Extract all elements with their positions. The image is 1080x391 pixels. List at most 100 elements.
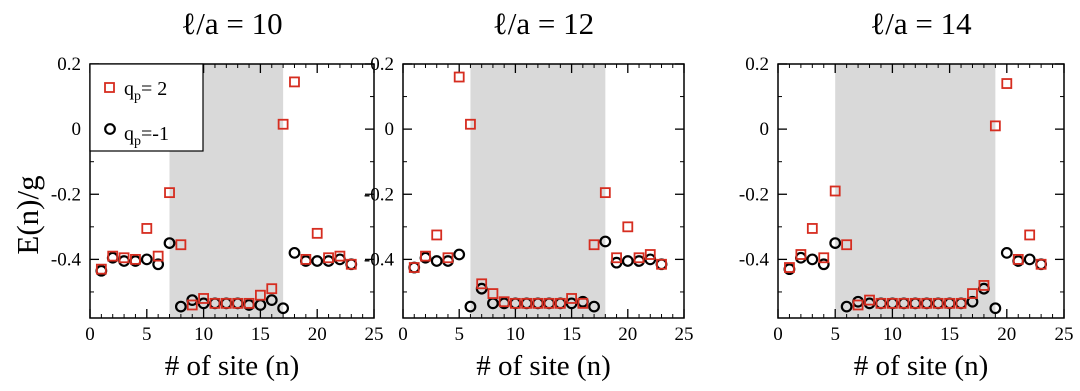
data-point-square xyxy=(487,288,499,299)
legend-label-subscript: p xyxy=(134,89,141,104)
data-point-square xyxy=(577,297,589,309)
y-tick-label: -0.4 xyxy=(364,249,395,270)
data-point-square xyxy=(186,299,198,311)
x-tick-label: 10 xyxy=(883,324,902,345)
legend-label-suffix: = 2 xyxy=(141,78,167,100)
panel-title: ℓ/a = 12 xyxy=(493,6,594,41)
panel-2: 0 5 10 15 20 25 0.2 0 -0.2 -0.4 ℓ/a = 12 # of site … xyxy=(364,6,694,382)
data-point-circle xyxy=(840,300,853,313)
data-point-circle xyxy=(464,300,477,313)
data-point-square xyxy=(989,120,1001,132)
legend-label-2: qp=-1 xyxy=(124,123,169,149)
data-point-circle xyxy=(322,255,335,267)
x-tick-label: 15 xyxy=(251,324,270,345)
x-tick-label: 5 xyxy=(830,324,840,345)
data-point-circle xyxy=(806,253,819,266)
data-point-square xyxy=(152,250,164,262)
data-point-square xyxy=(141,223,153,234)
y-tick-label: 0 xyxy=(760,119,770,140)
data-point-square xyxy=(220,297,232,309)
data-point-circle xyxy=(140,253,153,266)
data-point-square xyxy=(266,283,278,295)
data-point-square xyxy=(554,297,566,309)
data-point-square xyxy=(932,297,944,309)
data-point-square xyxy=(130,253,141,265)
x-tick-label: 0 xyxy=(85,324,95,345)
data-point-circle xyxy=(599,235,612,248)
data-point-square xyxy=(532,297,544,309)
y-tick-label: -0.2 xyxy=(51,184,81,205)
legend-marker-square xyxy=(104,82,115,93)
data-point-circle xyxy=(966,295,979,308)
data-point-circle xyxy=(655,258,668,271)
panel-title: ℓ/a = 10 xyxy=(181,6,282,41)
x-tick-label: 5 xyxy=(142,324,152,345)
data-point-square xyxy=(442,252,454,264)
legend-label-base: q xyxy=(124,78,134,100)
y-tick-label: 0.2 xyxy=(745,54,769,75)
x-tick-label: 25 xyxy=(1055,324,1074,345)
y-tick-label: -0.2 xyxy=(364,184,394,205)
x-tick-label: 20 xyxy=(618,324,637,345)
x-tick-label: 20 xyxy=(997,324,1016,345)
data-point-square xyxy=(198,293,210,304)
data-point-circle xyxy=(442,255,454,267)
data-point-circle xyxy=(288,246,301,259)
panels: 0 5 10 15 20 25 0.2 0 -0.2 -0.4 ℓ/a = 10 # of site … xyxy=(51,6,1074,382)
legend: qp= 2qp=-1 xyxy=(89,63,204,152)
y-tick-label: -0.2 xyxy=(739,184,769,205)
data-point-square xyxy=(909,297,921,309)
data-point-circle xyxy=(1035,258,1048,271)
data-point-square xyxy=(566,293,577,304)
plot-frame xyxy=(777,63,1065,319)
legend-box xyxy=(89,63,204,152)
data-point-square xyxy=(633,252,645,264)
data-point-square xyxy=(967,288,978,299)
plot-frame xyxy=(402,63,685,319)
x-tick-label: 5 xyxy=(454,324,464,345)
data-point-square xyxy=(978,280,990,291)
data-point-square xyxy=(254,289,266,301)
y-axis-label: E(n)/g xyxy=(10,175,45,254)
data-point-square xyxy=(509,297,521,309)
legend-marker-circle xyxy=(104,123,116,135)
data-point-square xyxy=(784,262,795,273)
data-point-circle xyxy=(334,253,346,266)
data-point-circle xyxy=(345,258,358,271)
x-tick-label: 15 xyxy=(940,324,959,345)
data-point-square xyxy=(323,252,334,264)
shaded-region xyxy=(835,64,996,318)
legend-label-subscript: p xyxy=(134,134,141,149)
data-point-square xyxy=(476,278,488,290)
data-point-square xyxy=(864,294,875,306)
data-point-circle xyxy=(430,255,443,267)
data-point-circle xyxy=(163,237,176,250)
data-point-square xyxy=(408,262,420,273)
data-point-circle xyxy=(1000,246,1013,259)
data-point-square xyxy=(465,118,476,130)
data-point-square xyxy=(543,297,555,309)
data-point-square xyxy=(1024,229,1036,241)
legend-label-suffix: =-1 xyxy=(141,123,169,145)
data-point-square xyxy=(656,258,667,270)
data-point-square xyxy=(95,263,107,275)
data-point-circle xyxy=(1023,253,1036,266)
data-point-square xyxy=(818,252,830,264)
data-point-square xyxy=(1001,78,1013,89)
x-tick-label: 10 xyxy=(194,324,213,345)
data-point-square xyxy=(921,297,933,309)
y-tick-label: 0 xyxy=(72,119,82,140)
data-point-square xyxy=(277,118,289,130)
data-point-square xyxy=(498,296,510,308)
x-tick-label: 0 xyxy=(773,324,783,345)
data-point-square xyxy=(795,249,807,260)
data-point-square xyxy=(311,227,323,239)
data-point-circle xyxy=(311,255,324,267)
legend-label-base: q xyxy=(124,123,134,145)
data-point-square xyxy=(107,250,119,262)
data-point-square xyxy=(898,297,910,309)
data-point-square xyxy=(1035,258,1047,270)
plot-frame xyxy=(89,63,375,319)
y-tick-label: -0.4 xyxy=(51,249,82,270)
